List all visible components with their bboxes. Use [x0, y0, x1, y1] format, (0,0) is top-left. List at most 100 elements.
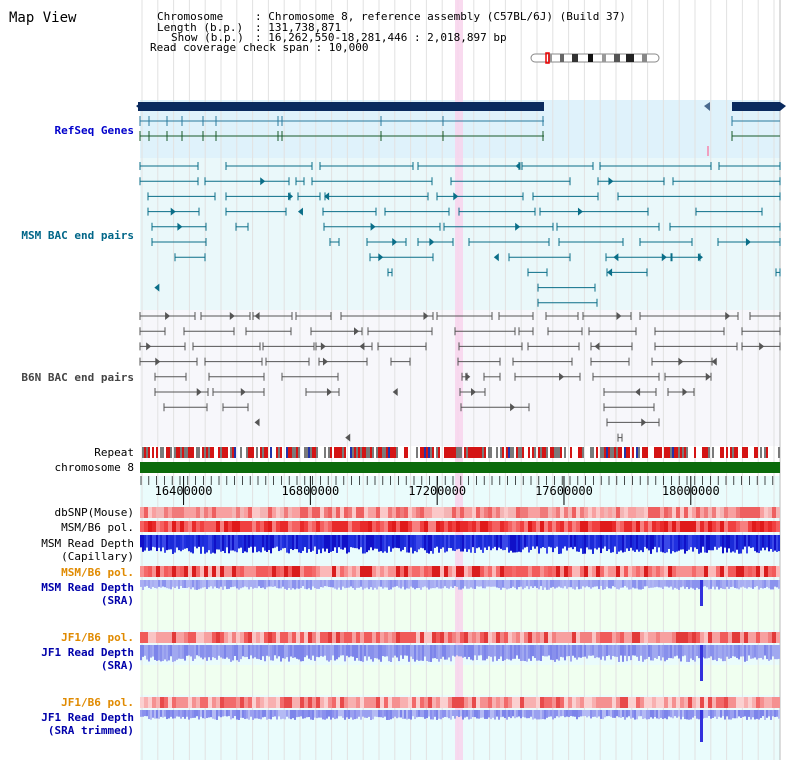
track-label-refseq-genes[interactable]: RefSeq Genes [54, 124, 134, 137]
strip-cell [624, 632, 628, 643]
strip-cell [720, 521, 724, 532]
strip-cell [676, 697, 680, 708]
track-label-chromosome[interactable]: chromosome 8 [54, 461, 134, 474]
depth-bar [346, 580, 348, 588]
depth-bar [534, 710, 536, 719]
depth-bar [628, 580, 630, 590]
depth-bar [340, 710, 342, 717]
strip-cell [284, 521, 288, 532]
strip-cell [628, 632, 632, 643]
track-label-jf1-b6-pol-2[interactable]: JF1/B6 pol. [61, 696, 134, 709]
strip-cell [624, 507, 628, 518]
depth-bar [296, 645, 298, 659]
depth-bar [586, 535, 588, 548]
repeat-mark [660, 447, 662, 458]
depth-bar [466, 535, 468, 552]
track-label-msm-b6-pol-2[interactable]: MSM/B6 pol. [61, 566, 134, 579]
depth-bar [320, 710, 322, 718]
strip-cell [712, 507, 716, 518]
strip-cell [144, 566, 148, 577]
depth-bar [208, 580, 210, 588]
depth-bar [552, 580, 554, 587]
depth-bar [640, 535, 642, 551]
depth-bar [282, 645, 284, 659]
depth-bar [452, 580, 454, 588]
depth-bar [140, 580, 142, 587]
track-label-msm-bac[interactable]: MSM BAC end pairs [21, 229, 134, 242]
strip-cell [360, 566, 364, 577]
strip-cell [364, 521, 368, 532]
strip-cell [680, 632, 684, 643]
strip-cell [624, 697, 628, 708]
strip-cell [500, 566, 504, 577]
depth-bar [386, 580, 388, 588]
strip-cell [152, 521, 156, 532]
depth-bar [416, 535, 418, 553]
depth-bar [756, 580, 758, 587]
strip-cell [676, 566, 680, 577]
depth-bar [440, 645, 442, 659]
depth-bar [464, 580, 466, 587]
depth-bar [734, 645, 736, 657]
strip-cell [212, 632, 216, 643]
track-label-jf1-read-depth-trimmed[interactable]: JF1 Read Depth (SRA trimmed) [41, 711, 134, 737]
track-label-jf1-b6-pol[interactable]: JF1/B6 pol. [61, 631, 134, 644]
depth-bar [246, 710, 248, 719]
repeat-mark [358, 447, 360, 458]
strip-cell [696, 507, 700, 518]
depth-bar [760, 535, 762, 551]
depth-bar [490, 710, 492, 720]
repeat-mark [454, 447, 456, 458]
strip-cell [512, 697, 516, 708]
strip-cell [496, 521, 500, 532]
track-label-dbsnp[interactable]: dbSNP(Mouse) [54, 506, 134, 519]
chromosome-ideogram[interactable] [530, 52, 662, 64]
depth-bar [504, 580, 506, 589]
depth-bar [158, 535, 160, 548]
track-label-msm-read-depth-sra[interactable]: MSM Read Depth (SRA) [41, 581, 134, 607]
strip-cell [368, 507, 372, 518]
track-label-msm-read-depth-capillary[interactable]: MSM Read Depth (Capillary) [41, 537, 134, 563]
depth-bar [398, 645, 400, 662]
strip-cell [708, 521, 712, 532]
depth-bar [148, 710, 150, 720]
strip-cell [168, 697, 172, 708]
depth-bar [400, 645, 402, 656]
depth-bar [364, 580, 366, 589]
depth-bar [576, 535, 578, 552]
depth-bar [690, 535, 692, 548]
strip-cell [320, 507, 324, 518]
strip-cell [572, 632, 576, 643]
strip-cell [720, 566, 724, 577]
depth-bar [308, 535, 310, 550]
depth-bar [688, 535, 690, 550]
track-label-repeat[interactable]: Repeat [94, 446, 134, 459]
depth-bar [472, 580, 474, 589]
strip-cell [348, 697, 352, 708]
depth-bar [330, 645, 332, 661]
strip-cell [260, 507, 264, 518]
depth-bar [630, 535, 632, 548]
depth-bar [774, 535, 776, 551]
track-label-b6n-bac[interactable]: B6N BAC end pairs [21, 371, 134, 384]
strip-cell [276, 632, 280, 643]
strip-cell [260, 521, 264, 532]
depth-bar [440, 535, 442, 549]
depth-bar [256, 580, 258, 589]
strip-cell [728, 566, 732, 577]
depth-bar [766, 710, 768, 718]
strip-cell [216, 521, 220, 532]
depth-bar [722, 645, 724, 662]
strip-cell [492, 632, 496, 643]
strip-cell [568, 632, 572, 643]
strip-cell [444, 507, 448, 518]
depth-bar [544, 710, 546, 720]
repeat-mark [446, 447, 448, 458]
depth-bar [768, 535, 770, 552]
depth-bar [534, 645, 536, 658]
track-label-msm-b6-pol[interactable]: MSM/B6 pol. [61, 521, 134, 534]
depth-bar [272, 535, 274, 549]
track-label-jf1-read-depth-sra[interactable]: JF1 Read Depth (SRA) [41, 646, 134, 672]
depth-bar [724, 645, 726, 662]
